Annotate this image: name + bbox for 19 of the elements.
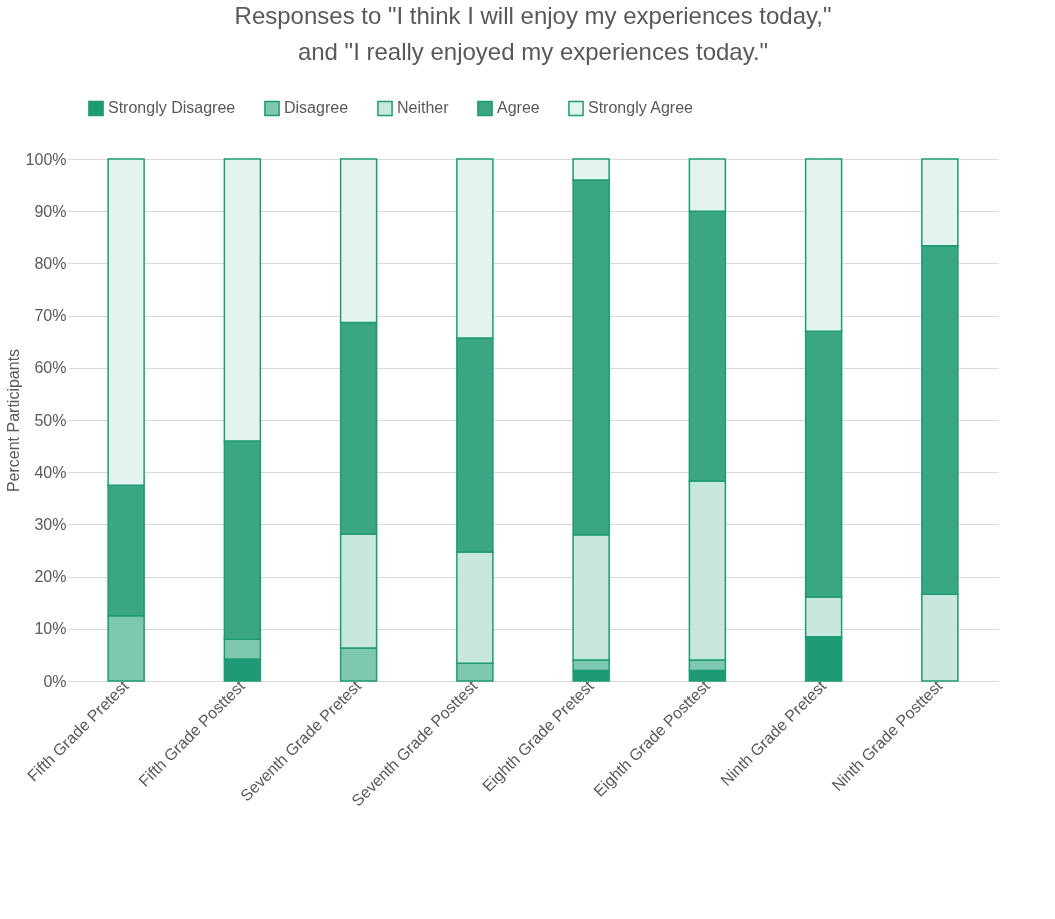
legend-label: Agree (497, 99, 540, 117)
y-tick-label: 100% (25, 150, 67, 168)
legend-label: Neither (397, 99, 450, 117)
y-tick-label: 40% (34, 463, 67, 481)
text: Responses to "I think I will enjoy my experiences today," (234, 2, 832, 29)
y-tick-label: 50% (34, 411, 67, 429)
y-axis-title: Percent Participants (4, 348, 22, 493)
y-tick-label: 80% (34, 254, 67, 272)
y-tick-label: 0% (43, 672, 67, 690)
y-tick-label: 60% (34, 359, 67, 377)
y-tick-label: 90% (34, 202, 67, 220)
text: and "I really enjoyed my experiences today." (297, 38, 769, 65)
legend-label: Strongly Agree (588, 99, 694, 117)
legend-label: Strongly Disagree (108, 99, 236, 117)
y-tick-label: 70% (34, 307, 67, 325)
y-tick-label: 20% (34, 568, 67, 586)
legend-label: Disagree (284, 99, 349, 117)
y-tick-label: 10% (34, 620, 67, 638)
y-tick-label: 30% (34, 515, 67, 533)
